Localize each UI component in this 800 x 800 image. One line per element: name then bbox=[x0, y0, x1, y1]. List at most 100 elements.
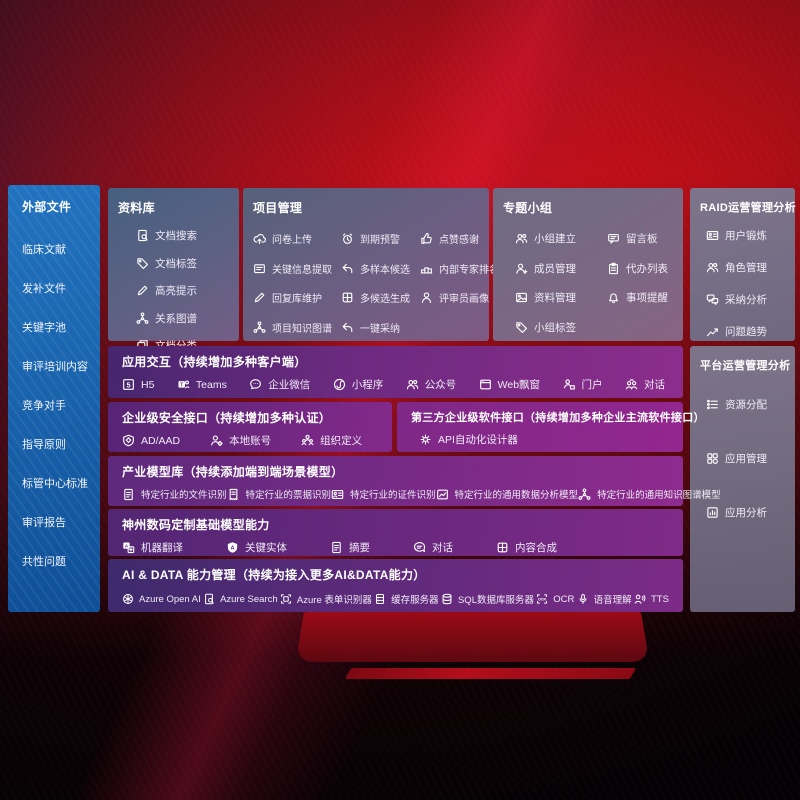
idcard-icon bbox=[331, 488, 344, 501]
panel-title: 项目管理 bbox=[253, 201, 303, 215]
panel-title: 专题小组 bbox=[503, 201, 553, 215]
tag-icon bbox=[136, 257, 149, 270]
appchart-icon bbox=[706, 506, 719, 519]
platform-analysis-panel: 平台运营管理分析 资源分配 应用管理 应用分析 bbox=[690, 346, 795, 612]
translate-icon: A bbox=[122, 541, 135, 554]
feature-item: 对话 bbox=[413, 540, 453, 555]
topic-group-panel: 专题小组 小组建立 留言板 成员管理 代办列表 资料管理 bbox=[493, 188, 683, 341]
feature-item: 点赞感谢 bbox=[420, 224, 499, 254]
group-items: 小组建立 留言板 成员管理 代办列表 资料管理 事项提醒 bbox=[503, 224, 683, 342]
list-icon bbox=[706, 398, 719, 411]
feature-item: 资源分配 bbox=[706, 397, 795, 412]
clip-icon bbox=[607, 262, 620, 275]
puzzle-icon bbox=[341, 291, 354, 304]
arrow-icon bbox=[341, 262, 354, 275]
feature-item: 公众号 bbox=[406, 377, 456, 392]
feature-item: 留言板 bbox=[607, 224, 693, 254]
raid-items: 用户锻炼 角色管理 采纳分析 问题趋势 bbox=[700, 228, 795, 339]
shield-icon bbox=[122, 434, 135, 447]
feature-item: 摘要 bbox=[330, 540, 370, 555]
mic-icon bbox=[577, 593, 589, 605]
scan-icon bbox=[280, 593, 292, 605]
grid-icon bbox=[706, 452, 719, 465]
ai-data-row: AI & DATA 能力管理（持续为接入更多AI&DATA能力） Azure O… bbox=[108, 559, 683, 612]
feature-item: TTS bbox=[634, 593, 669, 605]
cloud-icon bbox=[253, 232, 266, 245]
raid-analysis-panel: RAID运营管理分析 用户锻炼 角色管理 采纳分析 问题趋势 bbox=[690, 188, 796, 341]
feature-item: 对话 bbox=[625, 377, 665, 392]
security-items: AD/AAD 本地账号 组织定义 bbox=[122, 433, 378, 448]
openai-icon bbox=[122, 593, 134, 605]
row-title: 第三方企业级软件接口（持续增加多种企业主流软件接口） bbox=[411, 412, 705, 424]
feature-item: 企业微信 bbox=[249, 377, 310, 392]
docsearch-icon bbox=[136, 229, 149, 242]
datachart-icon bbox=[436, 488, 449, 501]
thirdparty-items: API自动化设计器 bbox=[411, 432, 669, 447]
panel-title: RAID运营管理分析 bbox=[700, 202, 796, 214]
personadd-icon bbox=[515, 262, 528, 275]
feature-item: 特定行业的文件识别 bbox=[122, 487, 227, 501]
external-files-panel: 外部文件 临床文献 发补文件 关键字池 审评培训内容 竞争对手 指导原则 标管中… bbox=[8, 185, 100, 612]
models-items: 特定行业的文件识别 特定行业的票据识别 特定行业的证件识别 特定行业的通用数据分… bbox=[122, 487, 721, 501]
photo-icon bbox=[515, 291, 528, 304]
panel-title: 外部文件 bbox=[22, 200, 72, 214]
feature-item: 多候选生成 bbox=[341, 283, 420, 313]
feature-item: A 关键实体 bbox=[226, 540, 287, 555]
gear-icon bbox=[419, 433, 432, 446]
industry-models-row: 产业模型库（持续添加端到端场景模型） 特定行业的文件识别 特定行业的票据识别 特… bbox=[108, 456, 721, 506]
feature-item: 特定行业的通用数据分析模型 bbox=[436, 487, 578, 501]
row-title: 应用交互（持续增加多种客户端） bbox=[122, 355, 307, 369]
idcard-icon bbox=[706, 229, 719, 242]
doc-icon bbox=[330, 541, 343, 554]
feature-item: 角色管理 bbox=[706, 260, 795, 275]
row-title: 神州数码定制基础模型能力 bbox=[122, 518, 270, 532]
rank-icon bbox=[420, 262, 433, 275]
panel-title: 平台运营管理分析 bbox=[700, 360, 791, 372]
feature-item: 一键采纳 bbox=[341, 313, 420, 343]
feature-item: 文档搜索 bbox=[136, 228, 239, 243]
feature-item: 应用管理 bbox=[706, 451, 795, 466]
feature-item: 文档标签 bbox=[136, 256, 239, 271]
alarm-icon bbox=[341, 232, 354, 245]
feature-item: 多样本候选 bbox=[341, 254, 420, 284]
desk-shape bbox=[295, 611, 650, 662]
security-interface-row: 企业级安全接口（持续增加多种认证） AD/AAD 本地账号 组织定义 bbox=[108, 402, 392, 452]
people-icon bbox=[515, 232, 528, 245]
feature-item: 问题趋势 bbox=[706, 324, 795, 339]
graph-icon bbox=[253, 321, 266, 334]
feature-item: 评审员画像 bbox=[420, 283, 499, 313]
aidata-items: Azure Open AI Azure Search Azure 表单识别器 缓… bbox=[122, 592, 669, 606]
sidebar-items: 临床文献 发补文件 关键字池 审评培训内容 竞争对手 指导原则 标管中心标准 审… bbox=[22, 241, 100, 569]
feature-item: 应用分析 bbox=[706, 505, 795, 520]
feature-item: 组织定义 bbox=[301, 433, 362, 448]
row-title: 企业级安全接口（持续增加多种认证） bbox=[122, 411, 332, 425]
sidebar-item: 指导原则 bbox=[22, 439, 66, 451]
sidebar-item: 审评报告 bbox=[22, 517, 66, 529]
feature-item: 问卷上传 bbox=[253, 224, 341, 254]
feature-item: 高亮提示 bbox=[136, 283, 239, 298]
bbs-icon bbox=[607, 232, 620, 245]
ocr-icon: OCR bbox=[536, 593, 548, 605]
library-panel: 资料库 文档搜索 文档标签 高亮提示 关系图谱 文档分类 bbox=[108, 188, 239, 352]
five-icon: 5 bbox=[122, 378, 135, 391]
row-title: 产业模型库（持续添加端到端场景模型） bbox=[122, 465, 344, 479]
chatqa-icon bbox=[706, 293, 719, 306]
chart-icon bbox=[706, 325, 719, 338]
feature-item: 特定行业的通用知识图谱模型 bbox=[578, 487, 721, 501]
feature-item: SQL数据库服务器 bbox=[441, 592, 534, 606]
sidebar-item: 共性问题 bbox=[22, 556, 66, 568]
feature-item: 资料管理 bbox=[515, 283, 607, 313]
platform-items: 资源分配 应用管理 应用分析 bbox=[700, 397, 795, 520]
sidebar-item: 竞争对手 bbox=[22, 400, 66, 412]
arrow-icon bbox=[341, 321, 354, 334]
project-items: 问卷上传 到期预警 点赞感谢 关键信息提取 多样本候选 内部专家排名 bbox=[253, 224, 499, 343]
feature-item: A 机器翻译 bbox=[122, 540, 183, 555]
feature-item: 关键信息提取 bbox=[253, 254, 341, 284]
feature-item: AD/AAD bbox=[122, 434, 180, 447]
doc-icon bbox=[122, 488, 135, 501]
mini-icon bbox=[333, 378, 346, 391]
basemodels-items: A 机器翻译 A 关键实体 摘要 对话 内容合成 bbox=[122, 540, 669, 555]
feature-item: T Teams bbox=[177, 378, 227, 391]
